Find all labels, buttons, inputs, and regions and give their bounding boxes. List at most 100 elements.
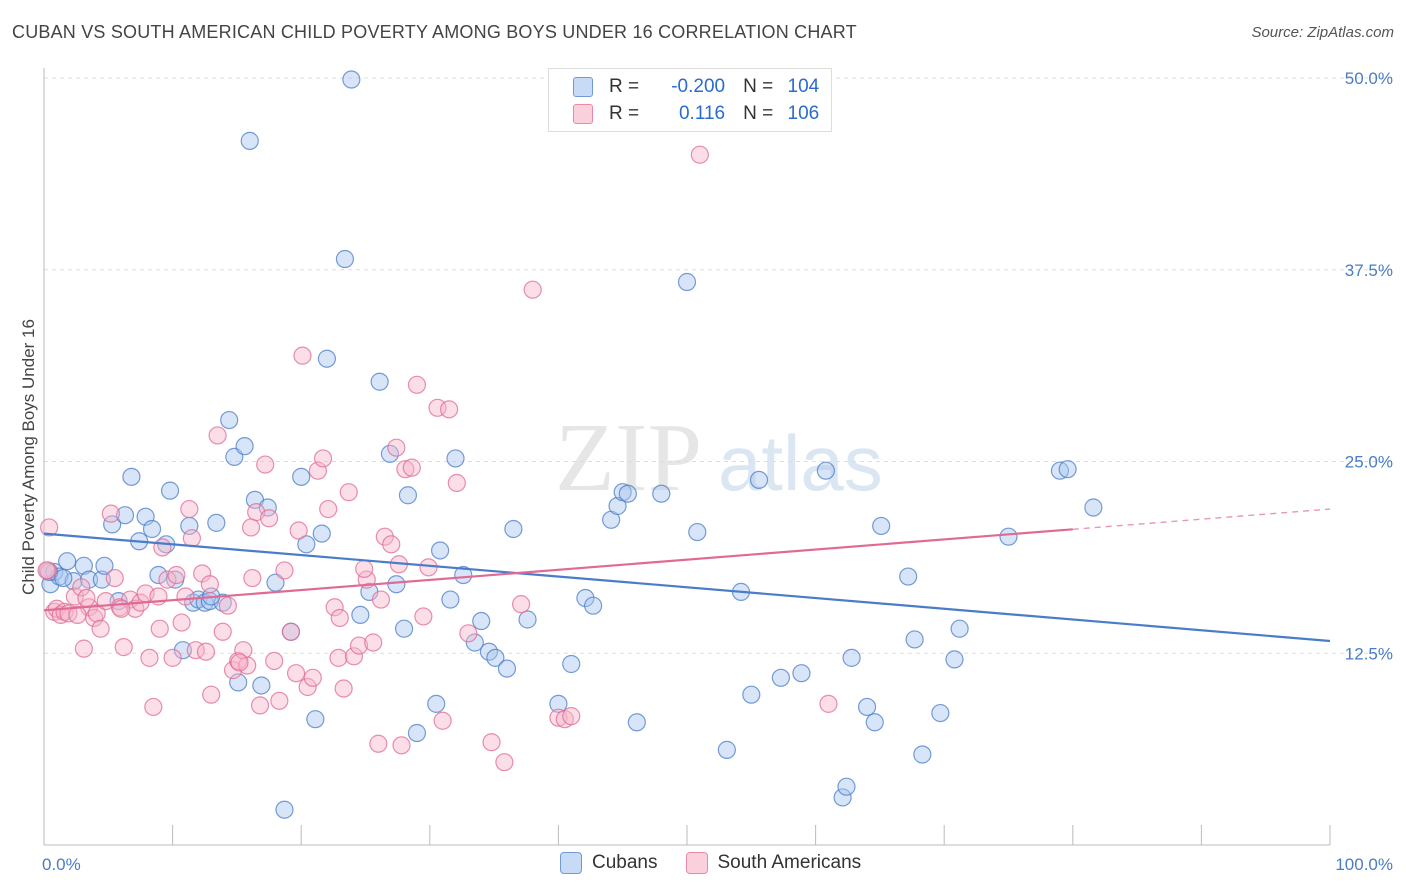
south-american-point	[172, 613, 191, 632]
cuban-point	[427, 694, 446, 713]
south-american-point	[144, 697, 163, 717]
cuban-point	[1058, 460, 1077, 479]
cuban-point	[398, 486, 418, 505]
cuban-point	[351, 605, 370, 625]
cuban-point	[837, 777, 856, 796]
south-american-point	[37, 561, 56, 580]
cuban-point	[441, 590, 460, 609]
cuban-point	[497, 659, 517, 678]
south-americans-trend-line	[43, 528, 1073, 612]
chart-title: CUBAN VS SOUTH AMERICAN CHILD POVERTY AM…	[12, 22, 857, 42]
south-american-point	[176, 587, 195, 606]
cuban-point	[306, 710, 325, 729]
south-american-point	[369, 734, 388, 753]
cuban-point	[913, 745, 932, 764]
south-american-point	[371, 590, 391, 609]
cuban-point	[297, 535, 316, 554]
south-american-point	[202, 685, 221, 704]
south-american-point	[77, 588, 96, 608]
y-axis-label: Child Poverty Among Boys Under 16	[19, 319, 38, 595]
south-american-point	[562, 707, 581, 726]
cuban-point	[54, 568, 73, 588]
cuban-point	[115, 506, 135, 525]
south-american-point	[439, 400, 459, 419]
cuban-point	[149, 565, 168, 585]
cuban-point	[312, 524, 331, 543]
n-label: N =	[743, 76, 774, 97]
south-american-point	[259, 509, 279, 528]
south-american-point	[364, 633, 383, 652]
cuban-point	[1084, 498, 1103, 517]
south-americans-trend-line-extension	[1072, 508, 1331, 531]
source-label: Source: ZipAtlas.com	[1251, 24, 1394, 41]
cuban-point	[652, 484, 671, 503]
south-american-point	[87, 604, 106, 623]
south-american-point	[105, 568, 124, 588]
cuban-point	[833, 788, 852, 807]
cuban-point	[857, 697, 877, 717]
y-tick-label: 37.5%	[1345, 261, 1393, 280]
cuban-point	[370, 372, 389, 391]
x-tick-label: 0.0%	[42, 855, 81, 874]
n-value: 106	[787, 103, 820, 124]
cuban-point	[842, 648, 861, 667]
cuban-point	[252, 676, 271, 695]
r-label: R =	[609, 103, 640, 124]
cuban-point	[58, 552, 77, 571]
cuban-point	[454, 565, 473, 585]
south-american-point	[512, 595, 531, 614]
south-american-point	[523, 280, 542, 299]
cuban-point	[207, 513, 226, 532]
south-american-point	[819, 694, 838, 713]
cuban-point	[292, 467, 311, 486]
south-american-point	[72, 578, 91, 597]
cuban-point	[1050, 461, 1070, 480]
cuban-point	[220, 410, 239, 430]
south-american-point	[91, 619, 110, 638]
y-tick-label: 12.5%	[1345, 644, 1393, 663]
cubans-swatch	[573, 77, 593, 97]
legend-item-cubans[interactable]: Cubans	[560, 852, 658, 874]
south-american-point	[414, 607, 433, 626]
cuban-point	[122, 467, 141, 486]
cuban-point	[608, 496, 627, 516]
cuban-point	[618, 484, 637, 503]
south-american-point	[256, 455, 275, 474]
south-american-point	[286, 664, 306, 683]
south-american-point	[382, 535, 401, 554]
watermark-atlas: atlas	[718, 419, 883, 507]
cuban-point	[688, 522, 707, 542]
cuban-point	[792, 664, 811, 683]
south-american-point	[428, 398, 447, 417]
legend-item-south-americans[interactable]: South Americans	[685, 852, 861, 874]
south-american-point	[114, 638, 133, 657]
south-american-point	[208, 426, 227, 445]
south-american-point	[167, 565, 186, 585]
south-american-point	[180, 499, 199, 519]
cuban-point	[465, 633, 484, 652]
south-american-point	[289, 521, 308, 540]
south-american-point	[65, 587, 84, 606]
x-tick-label: 100.0%	[1335, 855, 1393, 874]
cuban-point	[387, 575, 406, 594]
south-americans-legend-swatch	[685, 852, 708, 874]
south-american-point	[495, 753, 514, 772]
cuban-point	[562, 654, 581, 674]
watermark: ZIP atlas	[555, 404, 883, 512]
cuban-point	[816, 461, 835, 480]
cuban-point	[472, 611, 491, 631]
legend-row-cubans: R = -0.200 N = 104	[573, 75, 819, 99]
south-american-point	[433, 711, 452, 730]
cuban-point	[407, 723, 427, 743]
cuban-point	[317, 349, 337, 368]
cuban-point	[504, 519, 523, 539]
south-american-point	[68, 605, 87, 625]
south-american-point	[213, 622, 232, 641]
south-american-point	[319, 499, 338, 519]
cuban-point	[160, 481, 180, 500]
south-american-point	[40, 518, 59, 537]
south-american-point	[182, 529, 201, 548]
south-american-point	[140, 648, 159, 667]
cuban-point	[627, 713, 646, 732]
stats-legend: R = -0.200 N = 104 R = 0.116 N = 106	[548, 68, 832, 132]
